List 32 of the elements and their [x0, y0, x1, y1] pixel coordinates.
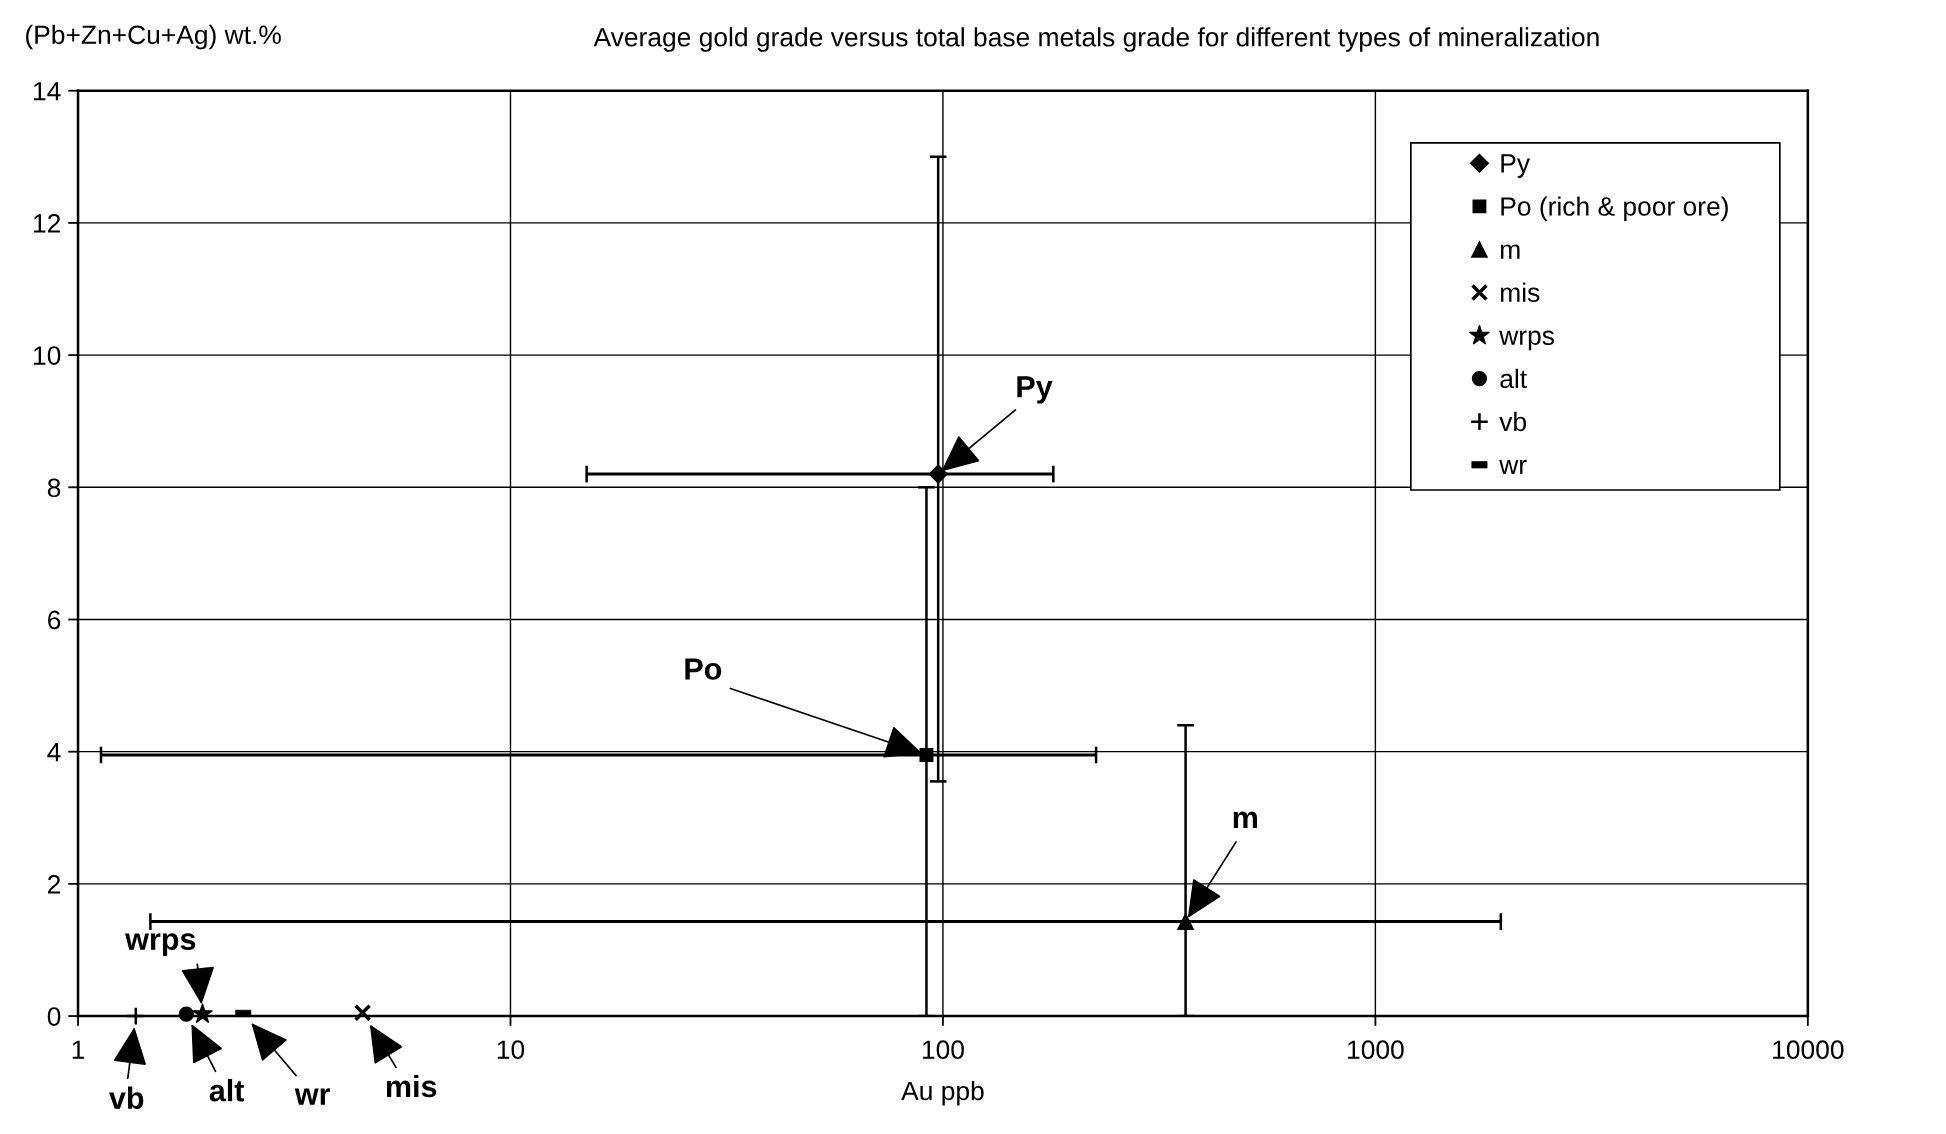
legend-label: vb [1499, 411, 1527, 432]
y-tick-label: 0 [47, 1007, 61, 1026]
x-tick-label: 1 [72, 1040, 85, 1059]
legend-label: m [1501, 244, 1520, 259]
x-tick-label: 10000 [1773, 1040, 1844, 1060]
legend-label: wr [1499, 459, 1527, 474]
y-tick-label: 12 [34, 214, 61, 233]
y-tick-label: 14 [34, 82, 61, 101]
annotation: wrps [125, 933, 196, 957]
legend-label: alt [1500, 368, 1527, 389]
x-tick-label: 10 [497, 1040, 525, 1060]
annotation: Py [1017, 376, 1053, 404]
annotation: m [1233, 811, 1257, 829]
legend-label: Po (rich & poor ore) [1501, 196, 1728, 222]
y-axis-title: (Pb+Zn+Cu+Ag) wt.% [26, 24, 281, 50]
annotation: vb [109, 1086, 144, 1109]
x-axis-title: Au ppb [901, 1080, 984, 1106]
y-tick-label: 10 [34, 346, 61, 365]
annotation: alt [209, 1079, 245, 1102]
y-tick-label: 4 [47, 743, 61, 762]
legend-label: Py [1501, 154, 1530, 178]
x-tick-label: 100 [922, 1040, 964, 1060]
y-tick-label: 2 [48, 875, 61, 894]
x-tick-label: 1000 [1348, 1040, 1404, 1060]
legend-label: mis [1501, 282, 1540, 302]
y-tick-label: 8 [47, 478, 61, 498]
annotation: mis [386, 1074, 437, 1098]
y-tick-label: 6 [48, 610, 61, 630]
annotation: wr [294, 1088, 331, 1105]
chart-title: Average gold grade versus total base metals grade for different types of mineralization [593, 27, 1599, 52]
legend-label: wrps [1499, 330, 1555, 351]
annotation: Po [685, 658, 722, 680]
